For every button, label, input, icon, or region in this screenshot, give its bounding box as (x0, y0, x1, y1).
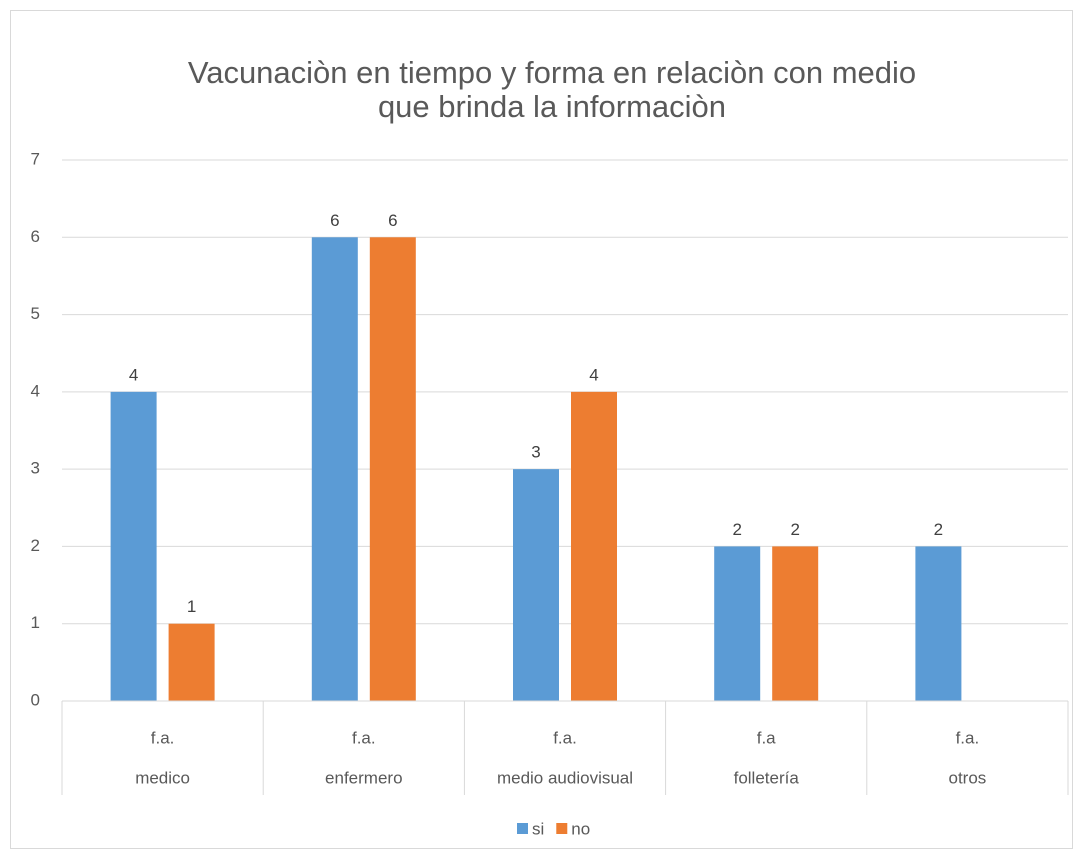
y-tick-label: 7 (31, 149, 40, 168)
x-subcategory-label: f.a. (352, 728, 376, 747)
legend-swatch (517, 823, 528, 834)
data-label: 4 (129, 365, 138, 384)
data-label: 4 (589, 365, 598, 384)
data-label: 2 (732, 520, 741, 539)
bar (714, 546, 761, 701)
bar (110, 391, 157, 701)
y-tick-label: 0 (31, 690, 40, 709)
x-subcategory-label: f.a (757, 728, 776, 747)
data-label: 6 (330, 211, 339, 230)
x-subcategory-label: f.a. (151, 728, 175, 747)
y-tick-label: 4 (31, 381, 40, 400)
chart-title: Vacunaciòn en tiempo y forma en relaciòn… (188, 55, 916, 90)
y-tick-label: 2 (31, 536, 40, 555)
x-tick-label: folletería (734, 768, 800, 787)
legend-label: si (532, 819, 544, 838)
x-tick-label: otros (949, 768, 987, 787)
bar (168, 623, 215, 701)
chart-title: que brinda la informaciòn (378, 89, 726, 124)
y-tick-label: 6 (31, 227, 40, 246)
x-subcategory-label: f.a. (956, 728, 980, 747)
data-label: 3 (531, 443, 540, 462)
bar (369, 237, 416, 702)
data-label: 6 (388, 211, 397, 230)
bar (772, 546, 819, 701)
y-tick-label: 3 (31, 459, 40, 478)
bar (571, 391, 617, 701)
legend-label: no (571, 819, 590, 838)
data-label: 2 (934, 520, 943, 539)
chart-border (10, 10, 1073, 849)
data-label: 2 (790, 520, 799, 539)
bar (915, 546, 962, 701)
x-tick-label: medio audiovisual (497, 768, 633, 787)
y-tick-label: 1 (31, 613, 40, 632)
x-tick-label: enfermero (325, 768, 402, 787)
bar (311, 237, 358, 702)
x-tick-label: medico (135, 768, 190, 787)
legend-swatch (556, 823, 568, 834)
y-tick-label: 5 (31, 304, 40, 323)
x-subcategory-label: f.a. (553, 728, 577, 747)
data-label: 1 (187, 597, 196, 616)
bar (513, 469, 559, 701)
